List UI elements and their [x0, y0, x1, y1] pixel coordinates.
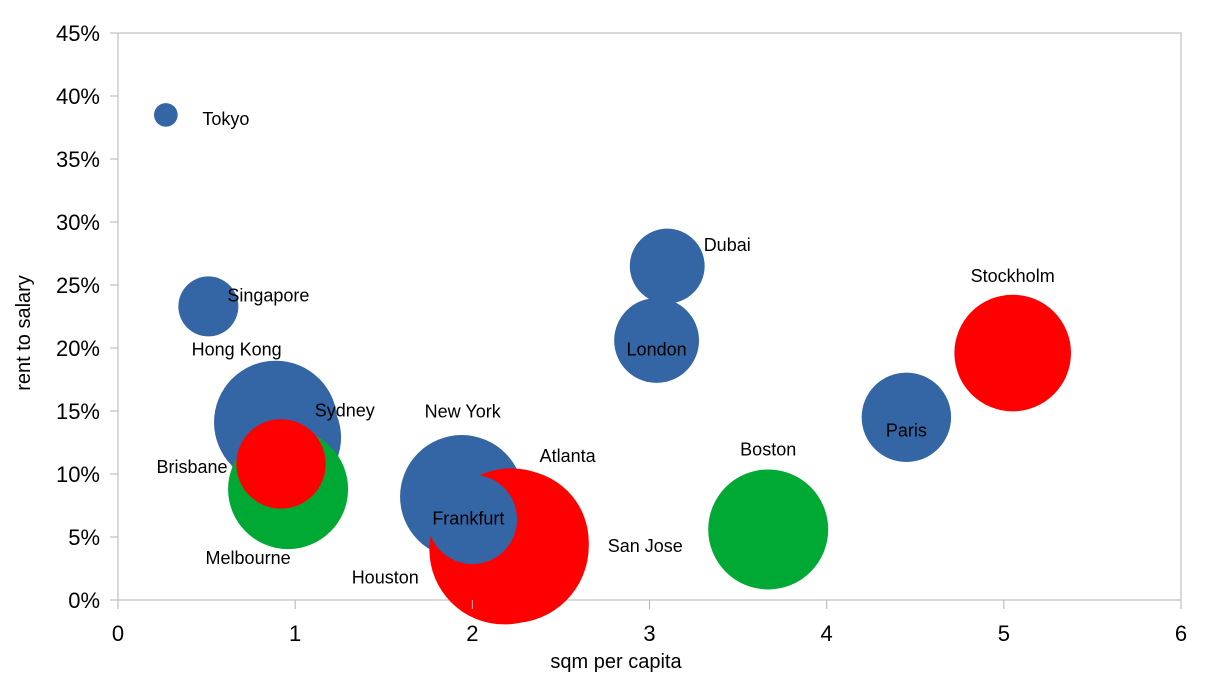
y-tick-label: 10%: [56, 462, 100, 487]
bubble-frankfurt: [427, 474, 518, 565]
y-tick-label: 0%: [68, 588, 100, 613]
data-label: Stockholm: [971, 266, 1055, 286]
data-label: Sydney: [315, 400, 375, 420]
data-label: New York: [425, 402, 502, 422]
data-label: Houston: [352, 568, 419, 588]
data-label: London: [627, 339, 687, 359]
y-tick-label: 25%: [56, 273, 100, 298]
bubbles: [154, 103, 1072, 625]
x-tick-label: 5: [998, 621, 1010, 646]
bubble-stockholm: [954, 294, 1072, 412]
data-label: Paris: [886, 420, 927, 440]
data-label: Brisbane: [156, 457, 227, 477]
x-tick-label: 3: [643, 621, 655, 646]
x-tick-label: 4: [821, 621, 833, 646]
bubble-tokyo: [154, 103, 178, 127]
data-label: Boston: [740, 439, 796, 459]
data-label: Dubai: [704, 235, 751, 255]
bubble-paris: [861, 372, 952, 463]
y-tick-label: 35%: [56, 147, 100, 172]
data-label: Singapore: [227, 285, 309, 305]
y-tick-label: 15%: [56, 399, 100, 424]
y-tick-label: 30%: [56, 210, 100, 235]
bubble-dubai: [629, 228, 705, 304]
y-tick-label: 20%: [56, 336, 100, 361]
x-tick-label: 0: [112, 621, 124, 646]
x-tick-label: 1: [289, 621, 301, 646]
data-label: Frankfurt: [432, 508, 504, 528]
data-label: San Jose: [608, 536, 683, 556]
y-axis-title: rent to salary: [13, 275, 35, 391]
y-tick-label: 5%: [68, 525, 100, 550]
x-axis-title: sqm per capita: [550, 651, 682, 673]
data-label: Hong Kong: [192, 339, 282, 359]
data-label: Tokyo: [202, 109, 249, 129]
x-tick-label: 2: [466, 621, 478, 646]
y-tick-label: 40%: [56, 84, 100, 109]
bubble-boston: [708, 469, 829, 590]
x-tick-label: 6: [1175, 621, 1187, 646]
data-labels: Tokyo Singapore Hong Kong Sydney Melbourne Br…: [156, 109, 1054, 588]
data-label: Atlanta: [540, 446, 597, 466]
y-tick-label: 45%: [56, 21, 100, 46]
data-label: Melbourne: [206, 548, 291, 568]
bubble-singapore: [178, 276, 239, 337]
bubble-brisbane: [236, 419, 326, 509]
bubble-london: [614, 298, 700, 383]
x-axis: 0 1 2 3 4 5 6: [112, 600, 1187, 646]
y-axis: 0% 5% 10% 15% 20% 25% 30% 35% 40% 45%: [56, 21, 118, 613]
